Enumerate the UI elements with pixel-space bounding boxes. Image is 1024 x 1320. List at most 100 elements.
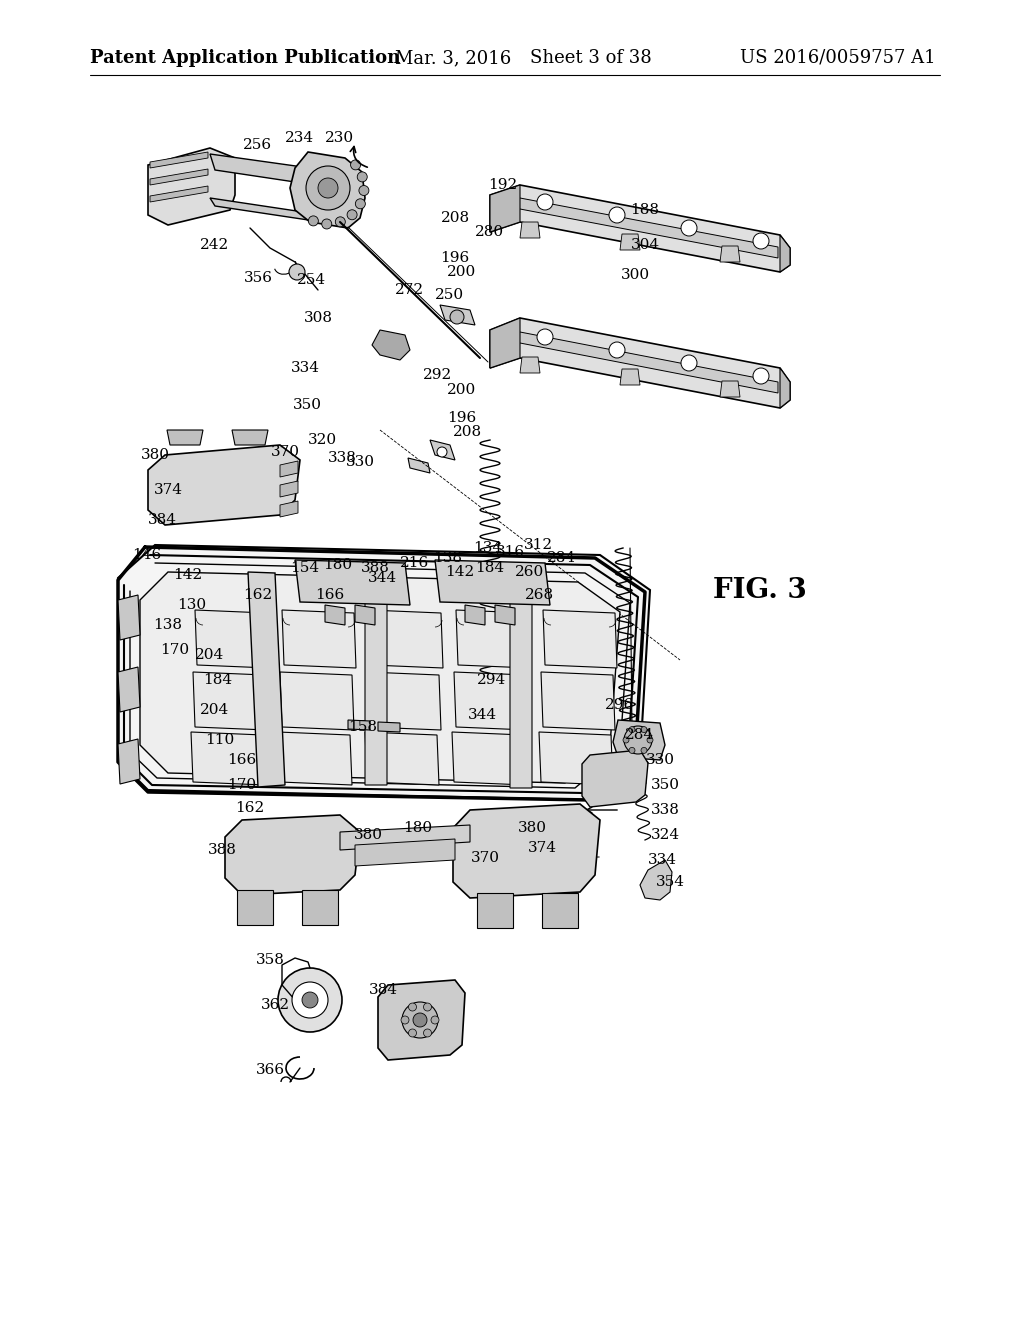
Text: 350: 350 bbox=[650, 777, 680, 792]
Polygon shape bbox=[539, 733, 613, 785]
Text: 296: 296 bbox=[605, 698, 635, 711]
Text: US 2016/0059757 A1: US 2016/0059757 A1 bbox=[740, 49, 936, 67]
Polygon shape bbox=[620, 370, 640, 385]
Text: 384: 384 bbox=[147, 513, 176, 527]
Circle shape bbox=[278, 968, 342, 1032]
Text: 110: 110 bbox=[206, 733, 234, 747]
Text: Mar. 3, 2016: Mar. 3, 2016 bbox=[395, 49, 511, 67]
Polygon shape bbox=[372, 330, 410, 360]
Circle shape bbox=[318, 178, 338, 198]
Polygon shape bbox=[378, 722, 400, 733]
Polygon shape bbox=[280, 672, 354, 730]
Polygon shape bbox=[290, 152, 365, 228]
Polygon shape bbox=[191, 733, 265, 785]
Text: 324: 324 bbox=[650, 828, 680, 842]
Polygon shape bbox=[490, 185, 520, 232]
Text: 370: 370 bbox=[270, 445, 299, 459]
Polygon shape bbox=[543, 610, 617, 668]
Polygon shape bbox=[140, 572, 620, 783]
Text: 330: 330 bbox=[345, 455, 375, 469]
Text: 272: 272 bbox=[395, 282, 425, 297]
Circle shape bbox=[753, 368, 769, 384]
Text: 292: 292 bbox=[423, 368, 453, 381]
Polygon shape bbox=[118, 739, 140, 784]
Circle shape bbox=[629, 726, 635, 733]
Polygon shape bbox=[378, 979, 465, 1060]
Polygon shape bbox=[542, 894, 578, 928]
Text: 166: 166 bbox=[315, 587, 345, 602]
Text: 280: 280 bbox=[475, 224, 505, 239]
Polygon shape bbox=[340, 825, 470, 850]
Text: 350: 350 bbox=[293, 399, 322, 412]
Text: 320: 320 bbox=[307, 433, 337, 447]
Circle shape bbox=[289, 264, 305, 280]
Text: 330: 330 bbox=[645, 752, 675, 767]
Polygon shape bbox=[465, 605, 485, 624]
Polygon shape bbox=[620, 234, 640, 249]
Text: 256: 256 bbox=[244, 139, 272, 152]
Polygon shape bbox=[510, 573, 532, 788]
Text: 130: 130 bbox=[177, 598, 207, 612]
Text: 180: 180 bbox=[403, 821, 432, 836]
Text: 374: 374 bbox=[154, 483, 182, 498]
Polygon shape bbox=[408, 458, 430, 473]
Polygon shape bbox=[278, 733, 352, 785]
Polygon shape bbox=[150, 169, 208, 185]
Circle shape bbox=[629, 747, 635, 754]
Circle shape bbox=[437, 447, 447, 457]
Circle shape bbox=[308, 216, 318, 226]
Text: 204: 204 bbox=[196, 648, 224, 663]
Polygon shape bbox=[520, 222, 540, 238]
Circle shape bbox=[409, 1030, 417, 1038]
Text: 230: 230 bbox=[326, 131, 354, 145]
Circle shape bbox=[306, 166, 350, 210]
Polygon shape bbox=[355, 840, 455, 866]
Circle shape bbox=[431, 1016, 439, 1024]
Circle shape bbox=[335, 216, 345, 227]
Text: 374: 374 bbox=[527, 841, 556, 855]
Polygon shape bbox=[355, 605, 375, 624]
Polygon shape bbox=[490, 185, 790, 272]
Circle shape bbox=[450, 310, 464, 323]
Text: 200: 200 bbox=[447, 383, 476, 397]
Polygon shape bbox=[325, 605, 345, 624]
Text: 338: 338 bbox=[650, 803, 680, 817]
Circle shape bbox=[641, 747, 647, 754]
Polygon shape bbox=[148, 148, 234, 224]
Text: 166: 166 bbox=[227, 752, 257, 767]
Text: 242: 242 bbox=[201, 238, 229, 252]
Polygon shape bbox=[148, 445, 300, 525]
Polygon shape bbox=[440, 305, 475, 325]
Polygon shape bbox=[477, 894, 513, 928]
Text: 138: 138 bbox=[154, 618, 182, 632]
Text: 250: 250 bbox=[435, 288, 465, 302]
Text: 188: 188 bbox=[631, 203, 659, 216]
Polygon shape bbox=[780, 368, 790, 408]
Polygon shape bbox=[210, 154, 315, 185]
Polygon shape bbox=[453, 804, 600, 898]
Text: 260: 260 bbox=[515, 565, 545, 579]
Circle shape bbox=[609, 207, 625, 223]
Polygon shape bbox=[248, 572, 285, 787]
Text: 370: 370 bbox=[470, 851, 500, 865]
Polygon shape bbox=[430, 440, 455, 459]
Text: 334: 334 bbox=[291, 360, 319, 375]
Text: 380: 380 bbox=[140, 447, 170, 462]
Polygon shape bbox=[118, 667, 140, 711]
Polygon shape bbox=[237, 890, 273, 925]
Text: 308: 308 bbox=[303, 312, 333, 325]
Text: 334: 334 bbox=[647, 853, 677, 867]
Circle shape bbox=[402, 1002, 438, 1038]
Polygon shape bbox=[490, 318, 520, 368]
Circle shape bbox=[302, 993, 318, 1008]
Polygon shape bbox=[456, 610, 530, 668]
Polygon shape bbox=[167, 430, 203, 445]
Polygon shape bbox=[720, 381, 740, 397]
Polygon shape bbox=[302, 890, 338, 925]
Polygon shape bbox=[195, 610, 269, 668]
Text: 234: 234 bbox=[286, 131, 314, 145]
Circle shape bbox=[357, 172, 368, 182]
Polygon shape bbox=[232, 430, 268, 445]
Text: 380: 380 bbox=[353, 828, 383, 842]
Circle shape bbox=[292, 982, 328, 1018]
